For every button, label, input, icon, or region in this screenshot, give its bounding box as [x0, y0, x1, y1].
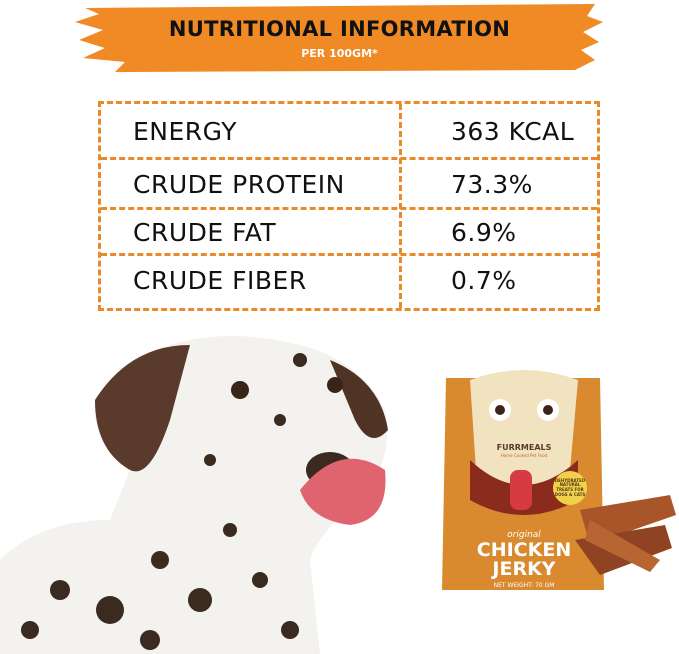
- nutrient-value: 0.7%: [451, 266, 517, 295]
- product-pouch: DEHYDRATED NATURAL TREATS FOR DOGS & CAT…: [442, 370, 604, 590]
- jerky-pieces-image: [575, 495, 676, 575]
- nutrient-label: CRUDE FIBER: [133, 266, 307, 295]
- header-banner: [75, 2, 605, 72]
- nutrient-label: CRUDE FAT: [133, 218, 277, 247]
- brand-tagline: Home Cooked Pet Food: [501, 453, 548, 458]
- table-row: CRUDE FAT 6.9%: [101, 210, 597, 256]
- brand-logo: FURRMEALS: [497, 443, 552, 452]
- net-weight: NET WEIGHT: 70 GM: [494, 582, 555, 589]
- page-subtitle: PER 100GM*: [301, 47, 378, 60]
- brush-stroke-background: [75, 4, 603, 72]
- product-badge: DEHYDRATED NATURAL TREATS FOR DOGS & CAT…: [554, 477, 586, 497]
- nutrient-label: ENERGY: [133, 117, 238, 146]
- column-divider: [399, 104, 402, 308]
- product-name-line1: CHICKEN: [477, 539, 571, 561]
- table-row: CRUDE PROTEIN 73.3%: [101, 160, 597, 210]
- table-row: CRUDE FIBER 0.7%: [101, 256, 597, 308]
- product-name-line2: JERKY: [490, 558, 555, 580]
- nutrient-value: 6.9%: [451, 218, 517, 247]
- badge-container: DEHYDRATED NATURAL TREATS FOR DOGS & CAT…: [554, 477, 586, 497]
- nutrient-label: CRUDE PROTEIN: [133, 170, 345, 199]
- table-row: ENERGY 363 KCAL: [101, 104, 597, 160]
- dalmatian-dog-image: [0, 336, 388, 654]
- page-title: NUTRITIONAL INFORMATION: [168, 17, 511, 41]
- nutrient-value: 363 KCAL: [451, 117, 575, 146]
- nutrient-value: 73.3%: [451, 170, 533, 199]
- product-illustration: DEHYDRATED NATURAL TREATS FOR DOGS & CAT…: [0, 336, 676, 654]
- variant-label: original: [507, 530, 541, 540]
- nutrition-table: ENERGY 363 KCAL CRUDE PROTEIN 73.3% CRUD…: [98, 101, 600, 311]
